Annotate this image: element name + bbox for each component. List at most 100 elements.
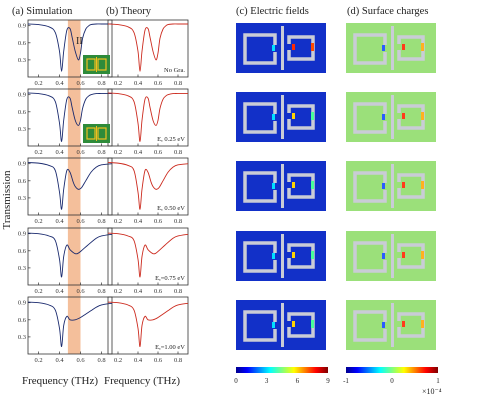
x-tick-label: 0.2 (34, 357, 42, 364)
panel-title-surface-charges: (d) Surface charges (347, 6, 428, 17)
transmission-curve (107, 232, 189, 278)
transmission-curve (27, 162, 113, 210)
transmission-curve (107, 23, 188, 72)
transmission-curve (107, 92, 188, 142)
y-tick-label: 0.9 (18, 231, 26, 238)
x-tick-label: 0.8 (97, 288, 105, 295)
x-tick-label: 0.2 (34, 218, 42, 225)
plot-panel: 0.2 0.4 0.6 0.8 No Gra. (107, 19, 189, 87)
plot-frame (27, 19, 113, 78)
y-tick-label: 0.6 (18, 317, 27, 324)
panel-title-electric-fields: (c) Electric fields (236, 6, 309, 17)
plot-panel: 0.2 0.4 0.6 0.8 0.3 0.6 0.9 (18, 227, 113, 295)
y-tick-label: 0.6 (18, 178, 27, 185)
x-tick-label: 0.4 (134, 218, 143, 225)
transmission-curve (27, 232, 113, 278)
field-map (236, 161, 326, 211)
plot-panel: 0.2 0.4 0.6 0.8 Eₑ=0.75 eV (107, 227, 189, 295)
fermi-energy-label: Eₑ=0.75 eV (155, 275, 185, 282)
plot-panel: 0.2 0.4 0.6 0.8 Eₑ 0.50 eV (107, 157, 189, 225)
x-tick-label: 0.8 (174, 149, 182, 156)
charge-map (346, 23, 436, 73)
x-tick-label: 0.8 (97, 80, 105, 87)
y-tick-label: 0.9 (18, 300, 26, 307)
y-tick-label: 0.9 (18, 161, 26, 168)
x-tick-label: 0.2 (114, 149, 122, 156)
field-map (236, 92, 326, 142)
x-tick-label: 0.2 (114, 288, 122, 295)
field-colorbar-ticks: 0 3 6 9 (234, 377, 330, 385)
x-tick-label: 0.2 (34, 149, 42, 156)
region-label: II (76, 36, 83, 47)
plot-frame (107, 88, 189, 147)
y-tick-label: 0.3 (18, 334, 26, 341)
plot-frame (27, 227, 113, 286)
y-tick-label: 0.6 (18, 248, 27, 255)
structure-inset-second (83, 124, 110, 143)
charge-colorbar-ticks: -1 0 1 (343, 377, 440, 385)
field-colorbar (236, 367, 328, 373)
plot-panel: 0.2 0.4 0.6 0.8 Eₑ 0.25 eV (107, 88, 189, 156)
y-tick-label: 0.3 (18, 57, 26, 64)
x-tick-label: 0.8 (174, 357, 182, 364)
y-tick-label: 0.3 (18, 126, 26, 133)
x-tick-label: 0.4 (55, 149, 64, 156)
plot-frame (107, 296, 189, 355)
x-tick-label: 0.4 (134, 80, 143, 87)
x-axis-label-simulation: Frequency (THz) (22, 375, 98, 387)
plot-frame (27, 88, 113, 147)
electric-field-maps (236, 23, 326, 350)
x-tick-label: 0.6 (76, 357, 85, 364)
plot-panel: 0.2 0.4 0.6 0.8 0.3 0.6 0.9 (18, 296, 113, 364)
field-map (236, 231, 326, 281)
x-tick-label: 0.8 (97, 357, 105, 364)
colorbar-tick-label: 6 (296, 377, 300, 385)
simulation-column: 0.2 0.4 0.6 0.80.30.60.90.2 0.4 0.6 0.80.30.60… (18, 19, 113, 364)
charge-colorbar (346, 367, 438, 373)
plot-panel: 0.2 0.4 0.6 0.8 Eₑ=1.00 eV (107, 296, 189, 364)
plot-frame (27, 296, 113, 355)
charge-map (346, 161, 436, 211)
x-tick-label: 0.8 (174, 218, 182, 225)
x-tick-label: 0.4 (134, 288, 143, 295)
x-tick-label: 0.4 (55, 357, 64, 364)
plot-frame (107, 227, 189, 286)
plot-frame (107, 157, 189, 216)
theory-column: 0.2 0.4 0.6 0.8 No Gra. 0.2 0.4 0.6 0.8 Eₑ 0.25 e… (107, 19, 189, 364)
fermi-energy-label: No Gra. (164, 67, 185, 74)
surface-charge-maps (346, 23, 436, 350)
plot-panel: 0.2 0.4 0.6 0.8 0.3 0.6 0.9 (18, 157, 113, 225)
charge-map (346, 300, 436, 350)
x-tick-label: 0.6 (76, 218, 85, 225)
plot-panel: 0.2 0.4 0.6 0.8 0.3 0.6 0.9 (18, 88, 113, 156)
x-tick-label: 0.6 (154, 80, 163, 87)
x-tick-label: 0.4 (55, 288, 64, 295)
x-tick-label: 0.6 (154, 149, 163, 156)
x-tick-label: 0.4 (55, 218, 64, 225)
x-tick-label: 0.6 (154, 218, 163, 225)
transmission-curve (107, 162, 189, 210)
y-tick-label: 0.6 (18, 109, 27, 116)
transmission-curve (27, 23, 112, 72)
panel-title-simulation: (a) Simulation (12, 6, 73, 17)
structure-inset-top (83, 55, 110, 74)
x-tick-label: 0.4 (55, 80, 64, 87)
colorbar-tick-label: 3 (265, 377, 269, 385)
x-tick-label: 0.2 (114, 357, 122, 364)
charge-colorbar-multiplier: ×10⁻⁴ (422, 387, 442, 396)
transmission-curve (107, 301, 189, 348)
plot-panel: 0.2 0.4 0.6 0.8 0.3 0.6 0.9 (18, 19, 113, 87)
charge-map (346, 92, 436, 142)
x-tick-label: 0.8 (174, 288, 182, 295)
x-tick-label: 0.6 (76, 149, 85, 156)
colorbar-tick-label: 9 (326, 377, 330, 385)
y-tick-label: 0.3 (18, 195, 26, 202)
x-tick-label: 0.8 (174, 80, 182, 87)
x-tick-label: 0.2 (114, 80, 122, 87)
plot-frame (107, 19, 189, 78)
y-axis-label: Transmission (1, 170, 13, 229)
fermi-energy-label: Eₑ=1.00 eV (155, 344, 185, 351)
x-tick-label: 0.6 (76, 288, 85, 295)
transmission-curve (27, 301, 113, 348)
